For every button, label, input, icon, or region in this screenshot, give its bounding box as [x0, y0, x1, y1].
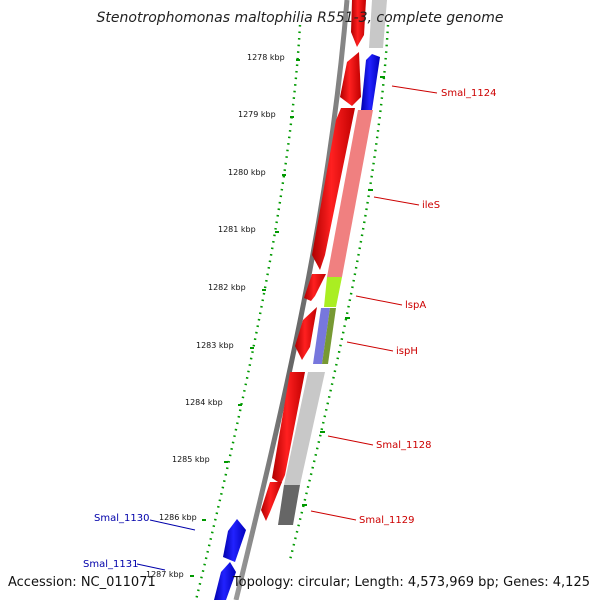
topology-text: Topology: circular; Length: 4,573,969 bp… — [232, 575, 590, 590]
tick-label-1283: 1283 kbp — [196, 341, 234, 350]
gene-label-lspA[interactable]: lspA — [405, 300, 426, 311]
gene-labels: Smal_1124 ileS lspA ispH Smal_1128 Smal_… — [83, 88, 496, 570]
gene-arrow-smal1129-red — [261, 482, 282, 521]
gene-bar-ileS-light — [327, 110, 373, 277]
tick-label-1278: 1278 kbp — [247, 53, 285, 62]
gene-arrow-smal1128-red — [272, 372, 305, 484]
kbp-tick-marks — [190, 59, 385, 577]
tick-label-1284: 1284 kbp — [185, 398, 223, 407]
gene-bar-top-grey — [369, 0, 387, 48]
gene-arrow-ispH-red — [295, 307, 317, 360]
gene-leader-lines — [136, 85, 438, 571]
gene-bar-lspA-green — [324, 277, 342, 307]
gene-bar-ispH-olive — [322, 308, 336, 364]
tick-label-1280: 1280 kbp — [228, 168, 266, 177]
gene-arrow-smal1124-blue — [361, 54, 380, 110]
gene-bar-ispH-blue — [313, 308, 330, 364]
tick-label-1287: 1287 kbp — [146, 570, 184, 579]
gene-label-smal1129[interactable]: Smal_1129 — [359, 515, 414, 526]
left-strand-genes — [214, 519, 246, 600]
tick-label-1286: 1286 kbp — [159, 513, 197, 522]
genome-backbone — [233, 0, 350, 600]
gene-bar-smal1128-grey — [284, 372, 325, 485]
gene-arrow-smal1130-blue — [223, 519, 246, 562]
gene-arrow-lspA-red — [304, 274, 326, 301]
tick-label-1281: 1281 kbp — [218, 225, 256, 234]
gene-label-smal1130[interactable]: Smal_1130 — [94, 513, 149, 524]
accession-text: Accession: NC_011071 — [8, 575, 156, 590]
gene-label-ispH[interactable]: ispH — [396, 346, 418, 357]
gene-bar-smal1129-dark — [278, 485, 300, 525]
gene-label-smal1128[interactable]: Smal_1128 — [376, 440, 431, 451]
gene-label-smal1124[interactable]: Smal_1124 — [441, 88, 496, 99]
gene-arrow-smal1131-blue — [214, 562, 236, 600]
genome-title: Stenotrophomonas maltophilia R551-3, com… — [96, 10, 504, 26]
tick-label-1285: 1285 kbp — [172, 455, 210, 464]
tick-label-1279: 1279 kbp — [238, 110, 276, 119]
gene-arrow-ileS-red — [312, 108, 355, 270]
secondary-strand-genes — [278, 0, 387, 525]
gene-arrow-top-red — [351, 0, 366, 47]
gene-arrow-smal1124-red — [340, 52, 361, 106]
tick-label-1282: 1282 kbp — [208, 283, 246, 292]
kbp-tick-labels: 1278 kbp 1279 kbp 1280 kbp 1281 kbp 1282… — [146, 53, 285, 579]
gene-label-ileS[interactable]: ileS — [422, 200, 440, 211]
forward-strand-genes — [261, 0, 366, 521]
gene-label-smal1131[interactable]: Smal_1131 — [83, 559, 138, 570]
